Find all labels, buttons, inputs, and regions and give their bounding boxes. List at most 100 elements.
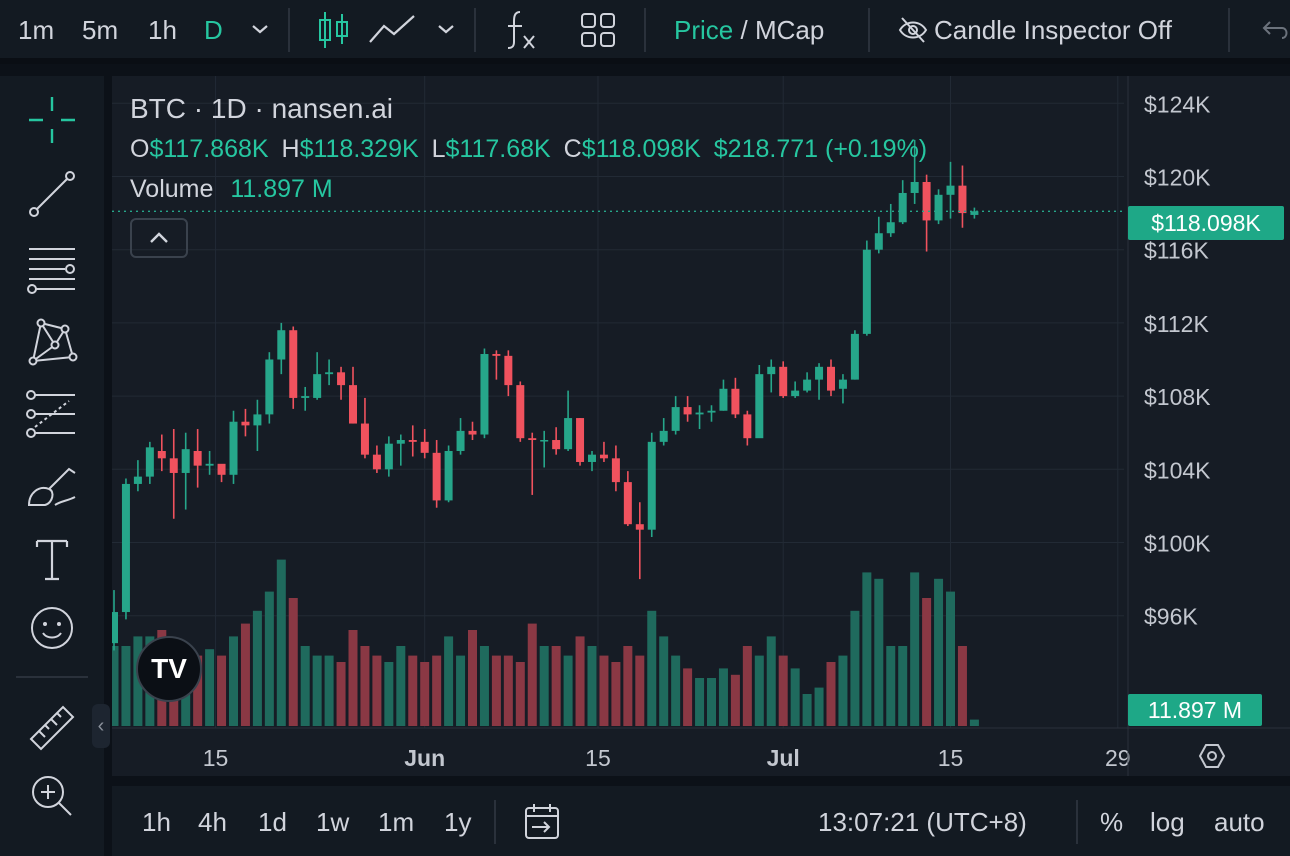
candle[interactable] <box>169 429 178 519</box>
tradingview-logo[interactable]: TV <box>136 636 202 702</box>
mcap-option[interactable]: MCap <box>754 15 825 45</box>
auto-scale-toggle[interactable]: auto <box>1214 807 1265 837</box>
candle[interactable] <box>241 408 250 437</box>
candle[interactable] <box>277 322 286 375</box>
candle[interactable] <box>540 430 549 468</box>
range-1w[interactable]: 1w <box>316 807 350 837</box>
candle[interactable] <box>193 429 202 488</box>
range-1y[interactable]: 1y <box>444 807 472 837</box>
candle[interactable] <box>838 374 847 404</box>
candle[interactable] <box>743 410 752 446</box>
undo-icon[interactable] <box>1262 16 1290 51</box>
candle[interactable] <box>862 240 871 336</box>
candle[interactable] <box>695 405 704 430</box>
collapse-toolbar-handle[interactable]: ‹ <box>92 704 110 748</box>
crosshair-icon[interactable] <box>22 90 82 150</box>
interval-5m[interactable]: 5m <box>82 15 119 45</box>
clock-time[interactable]: 13:07:21 (UTC+8) <box>818 807 1027 837</box>
candle[interactable] <box>946 161 955 219</box>
candle[interactable] <box>588 451 596 472</box>
candle[interactable] <box>121 478 130 620</box>
candle[interactable] <box>325 359 334 386</box>
ruler-icon[interactable] <box>22 696 82 756</box>
range-1m[interactable]: 1m <box>378 807 415 837</box>
candle[interactable] <box>635 502 644 580</box>
candle[interactable] <box>683 396 692 422</box>
candle-inspector-toggle[interactable]: Candle Inspector Off <box>934 15 1172 45</box>
candle[interactable] <box>671 396 680 435</box>
candle[interactable] <box>827 359 835 397</box>
candle[interactable] <box>647 432 656 538</box>
candle[interactable] <box>564 390 573 451</box>
candle[interactable] <box>205 451 214 475</box>
candle[interactable] <box>958 165 967 228</box>
candle[interactable] <box>970 207 979 219</box>
pattern-tool-icon[interactable] <box>22 312 82 372</box>
candle[interactable] <box>253 399 262 451</box>
candle[interactable] <box>611 445 620 492</box>
candle[interactable] <box>731 377 740 419</box>
range-4h[interactable]: 4h <box>198 807 227 837</box>
candle[interactable] <box>815 363 824 400</box>
axis-settings-icon[interactable] <box>1198 744 1226 768</box>
candle[interactable] <box>850 330 859 380</box>
collapse-legend-button[interactable] <box>130 218 188 258</box>
chevron-down-icon[interactable] <box>434 16 458 48</box>
candle[interactable] <box>707 405 716 422</box>
candle[interactable] <box>145 441 154 484</box>
interval-1m[interactable]: 1m <box>18 15 55 45</box>
zoom-in-icon[interactable] <box>22 766 82 826</box>
candle[interactable] <box>791 381 800 398</box>
candle[interactable] <box>408 425 417 457</box>
candle[interactable] <box>110 590 118 651</box>
candle[interactable] <box>432 440 441 508</box>
candle[interactable] <box>396 434 405 466</box>
text-tool-icon[interactable] <box>22 530 82 590</box>
layout-grid-icon[interactable] <box>580 12 616 55</box>
trend-line-icon[interactable] <box>22 164 82 224</box>
range-1h[interactable]: 1h <box>142 807 171 837</box>
candle[interactable] <box>360 397 369 459</box>
candle[interactable] <box>874 216 883 254</box>
candle[interactable] <box>456 418 465 455</box>
candle[interactable] <box>349 366 357 424</box>
candle[interactable] <box>623 471 632 527</box>
candle[interactable] <box>265 352 274 424</box>
line-chart-icon[interactable] <box>368 14 416 53</box>
price-chart[interactable]: $96K $100K $104K $108K $112K $116K $120K $124K 1… <box>109 76 1290 776</box>
chevron-down-icon[interactable] <box>248 16 272 48</box>
candle[interactable] <box>719 379 728 411</box>
fib-retracement-icon[interactable] <box>22 384 82 444</box>
candlestick-chart-icon[interactable] <box>316 10 350 57</box>
interval-d[interactable]: D <box>204 15 223 45</box>
candle[interactable] <box>480 348 489 439</box>
candle[interactable] <box>504 350 513 397</box>
candle[interactable] <box>468 421 477 441</box>
chart-pane[interactable]: $96K $100K $104K $108K $112K $116K $120K $124K 1… <box>109 76 1290 776</box>
candle[interactable] <box>337 366 346 400</box>
candle[interactable] <box>157 434 166 472</box>
candle[interactable] <box>516 381 525 442</box>
price-option[interactable]: Price <box>674 15 734 45</box>
percent-scale-toggle[interactable]: % <box>1100 807 1124 837</box>
candle[interactable] <box>934 189 943 225</box>
candle[interactable] <box>528 432 537 495</box>
candle[interactable] <box>384 436 393 477</box>
candle[interactable] <box>659 418 668 446</box>
candle[interactable] <box>313 352 322 400</box>
candle[interactable] <box>420 429 429 459</box>
candle[interactable] <box>372 445 381 473</box>
price-mcap-toggle[interactable]: Price / MCap <box>674 14 824 46</box>
horizontal-lines-icon[interactable] <box>22 238 82 298</box>
candle[interactable] <box>181 432 190 510</box>
candle[interactable] <box>886 203 895 237</box>
candle[interactable] <box>910 139 919 204</box>
candle[interactable] <box>922 174 931 252</box>
emoji-icon[interactable] <box>22 598 82 658</box>
eye-off-icon[interactable] <box>898 16 928 51</box>
candle[interactable] <box>217 463 226 483</box>
brush-icon[interactable] <box>22 458 82 518</box>
candle[interactable] <box>289 326 298 409</box>
candle[interactable] <box>599 441 608 462</box>
candle[interactable] <box>492 350 501 380</box>
